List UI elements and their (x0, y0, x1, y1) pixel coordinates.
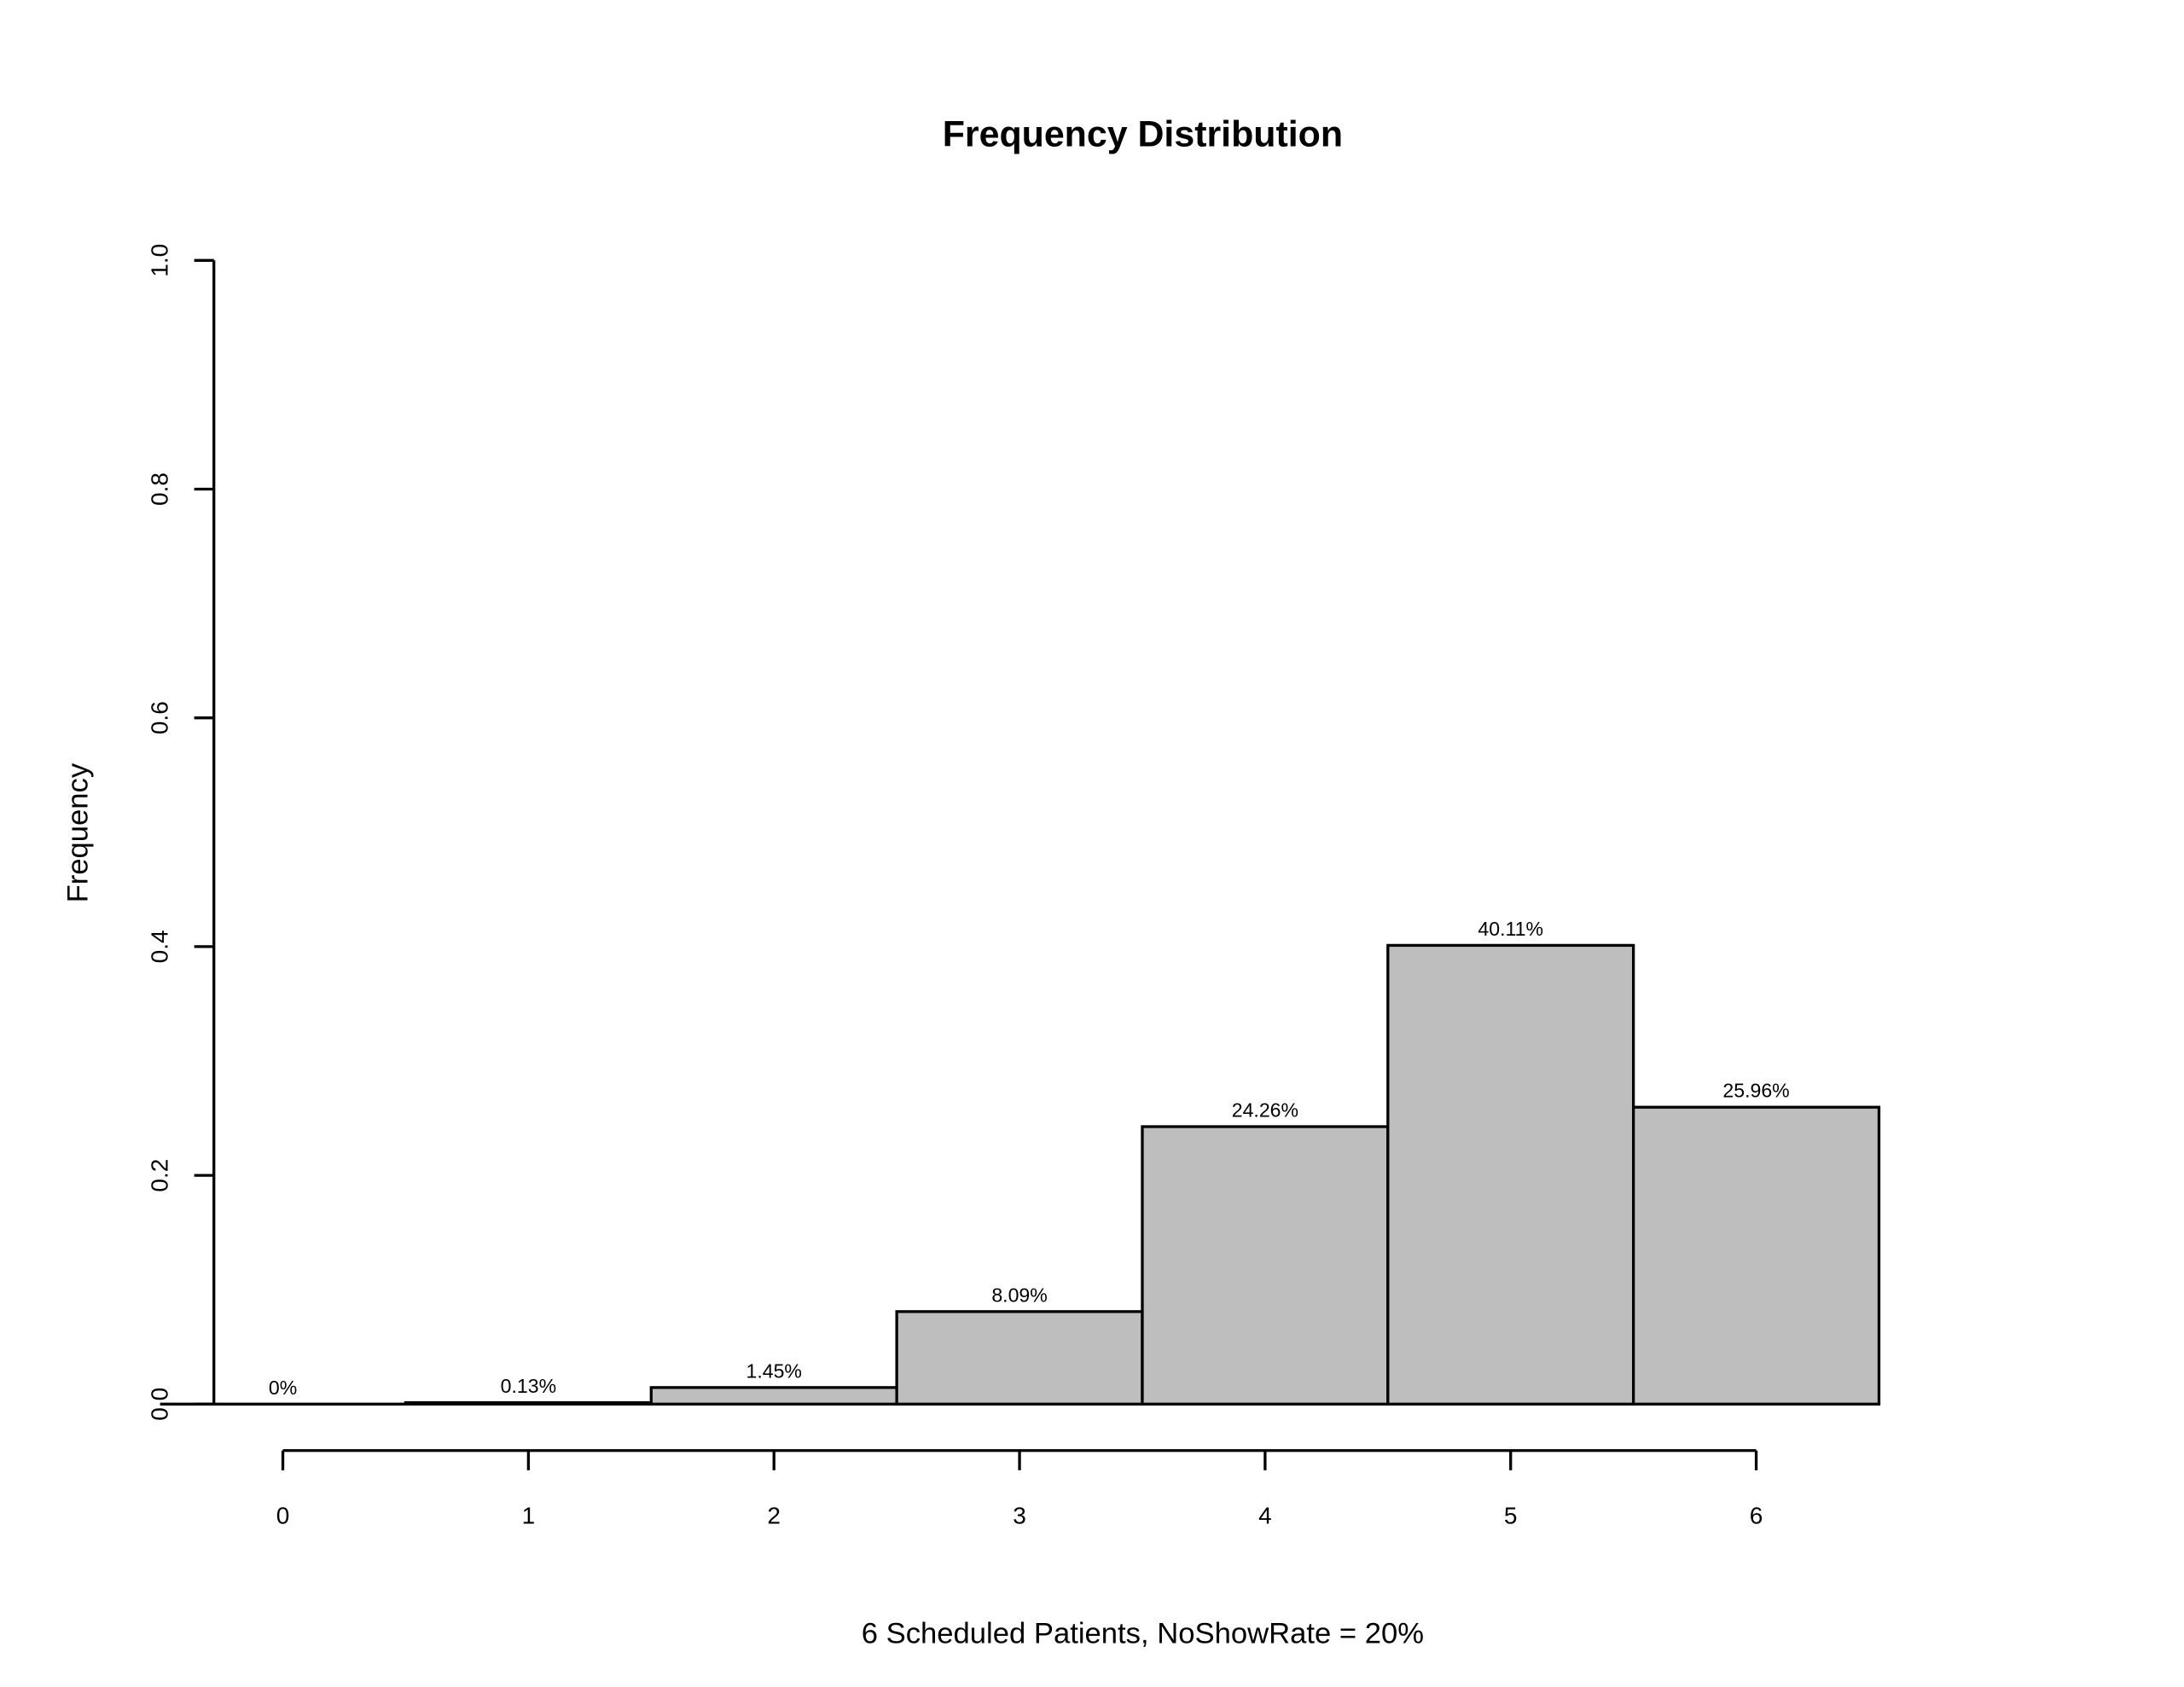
chart-title: Frequency Distribution (943, 114, 1343, 155)
y-tick-label: 0.8 (146, 472, 172, 506)
data-label: 0.13% (501, 1375, 556, 1397)
data-label: 40.11% (1478, 918, 1543, 940)
x-tick-label: 0 (276, 1503, 290, 1529)
bar (1141, 1125, 1390, 1406)
data-label: 1.45% (746, 1359, 801, 1382)
bar (895, 1310, 1144, 1406)
y-tick-label: 0.0 (146, 1388, 172, 1421)
x-tick-label: 2 (767, 1503, 781, 1529)
data-label: 8.09% (991, 1284, 1047, 1306)
x-tick-label: 4 (1258, 1503, 1272, 1529)
y-tick-label: 0.2 (146, 1159, 172, 1192)
x-axis: 0 1 2 3 4 5 6 (276, 1449, 1763, 1529)
bar (1631, 1105, 1881, 1406)
x-tick-label: 3 (1013, 1503, 1026, 1529)
x-axis-label: 6 Scheduled Patients, NoShowRate = 20% (862, 1618, 1424, 1650)
bar (649, 1386, 898, 1406)
y-tick-label: 0.4 (146, 930, 172, 963)
bar (1386, 943, 1635, 1406)
x-tick-label: 5 (1504, 1503, 1518, 1529)
x-tick-label: 1 (522, 1503, 536, 1529)
y-axis: 0.0 0.2 0.4 0.6 0.8 1.0 (146, 244, 216, 1421)
bar (404, 1400, 653, 1406)
data-label: 25.96% (1722, 1080, 1789, 1102)
data-label: 0% (269, 1377, 297, 1399)
y-axis-label: Frequency (61, 762, 94, 902)
y-tick-label: 1.0 (146, 244, 172, 277)
x-tick-label: 6 (1750, 1503, 1763, 1529)
data-label: 24.26% (1232, 1099, 1298, 1121)
bars-group: 0% 0.13% 1.45% 8.09% 24.26% 40.11% 25.96% (160, 918, 1881, 1406)
y-tick-label: 0.6 (146, 701, 172, 734)
